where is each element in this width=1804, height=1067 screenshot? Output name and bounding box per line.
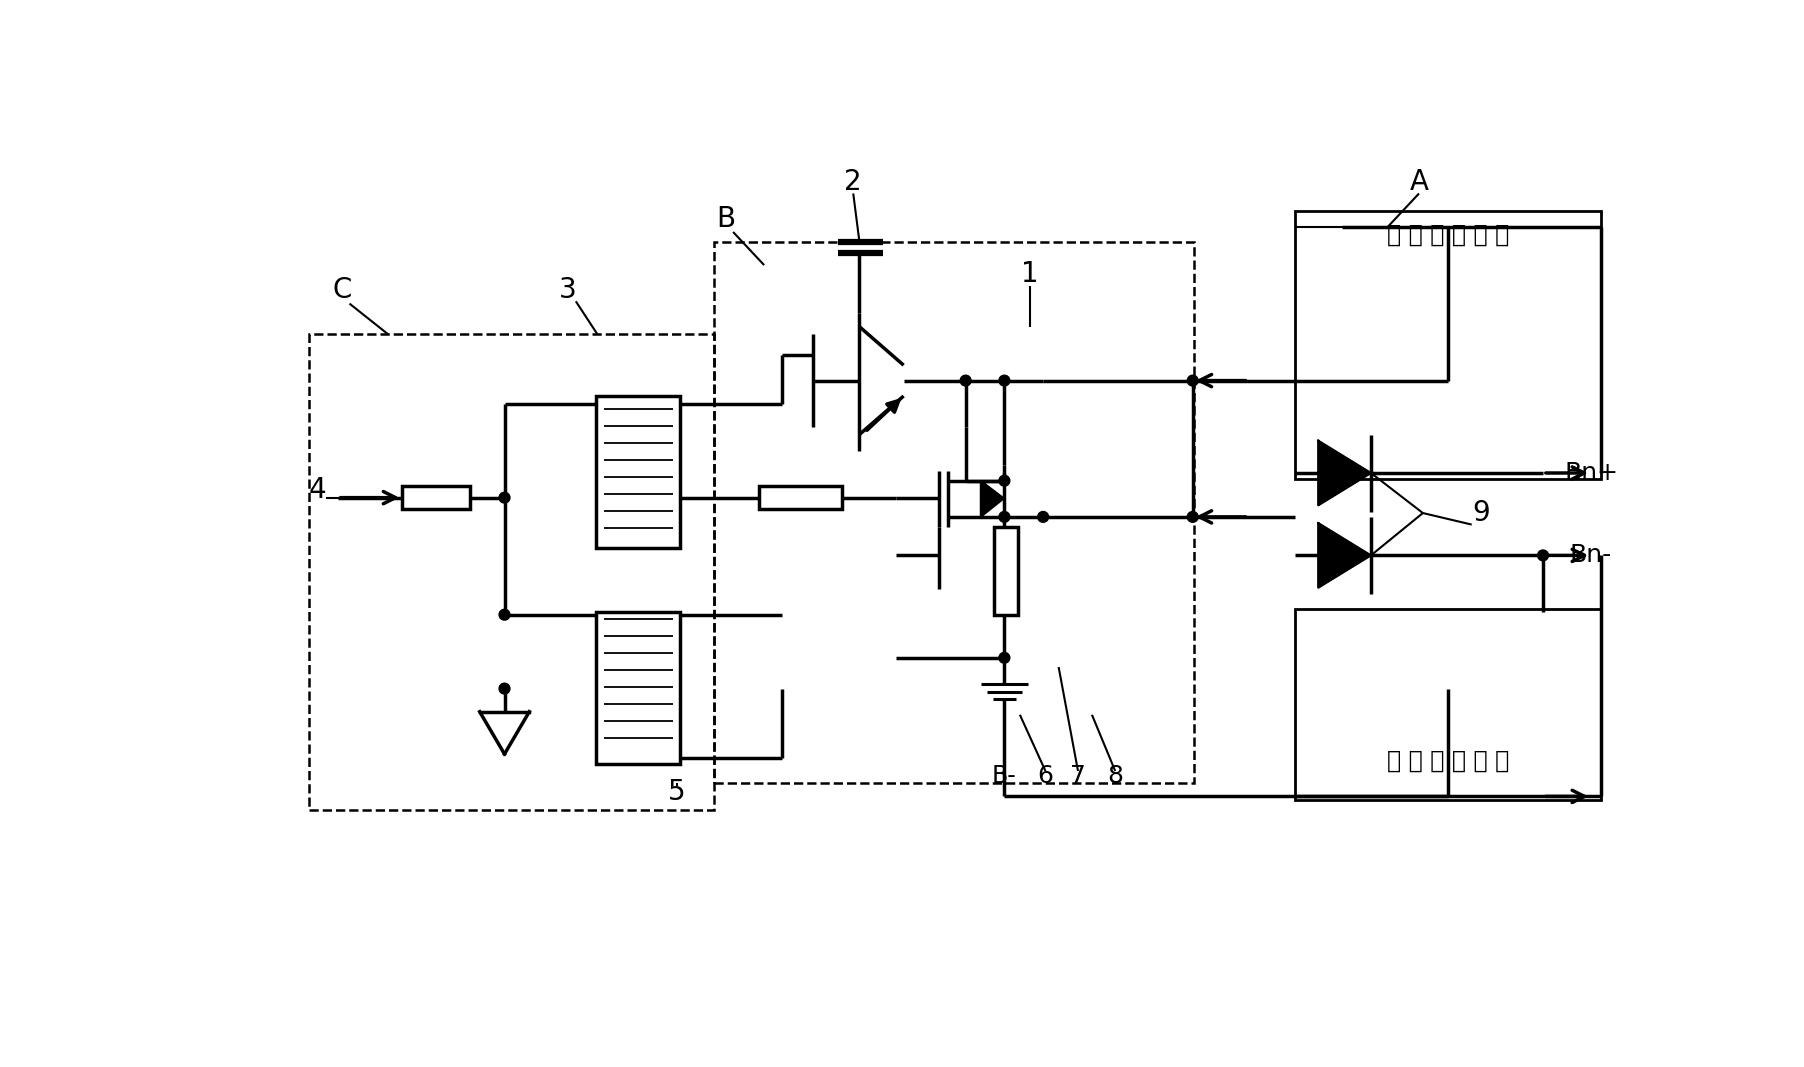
Text: 6: 6 [1037,764,1054,789]
Text: 4: 4 [308,476,327,504]
Circle shape [999,376,1010,386]
Circle shape [500,609,511,620]
Text: 3: 3 [559,275,577,304]
Bar [595,396,680,548]
Text: 7: 7 [1070,764,1086,789]
Circle shape [1537,550,1548,561]
Text: C: C [332,275,352,304]
Circle shape [960,376,971,386]
Text: 5: 5 [667,778,686,806]
Circle shape [999,475,1010,487]
Bar [1295,211,1602,479]
Text: 均 衡 电 源 正 极: 均 衡 电 源 正 极 [1387,222,1510,246]
Circle shape [1187,376,1198,386]
Polygon shape [1319,441,1371,506]
Text: Bn+: Bn+ [1564,461,1618,485]
Circle shape [500,683,511,694]
Text: B: B [716,205,734,233]
Polygon shape [1319,523,1371,588]
Text: 1: 1 [1021,260,1039,288]
Bar [714,242,1194,782]
Text: A: A [1409,168,1429,196]
Circle shape [999,511,1010,522]
Text: 均 衡 电 源 负 极: 均 衡 电 源 负 极 [1387,749,1510,773]
Polygon shape [981,481,1005,516]
Text: 2: 2 [844,168,862,196]
Bar [1295,609,1602,800]
Bar [759,487,842,509]
Text: 8: 8 [1108,764,1124,789]
Text: 9: 9 [1472,499,1490,527]
Bar [595,611,680,764]
Bar [308,334,714,810]
Circle shape [500,492,511,503]
Text: Bn-: Bn- [1569,543,1613,568]
Bar [402,487,471,509]
Bar [994,527,1017,616]
Text: B-: B- [992,764,1017,789]
Circle shape [999,652,1010,664]
Circle shape [1037,511,1048,522]
Circle shape [1187,511,1198,522]
